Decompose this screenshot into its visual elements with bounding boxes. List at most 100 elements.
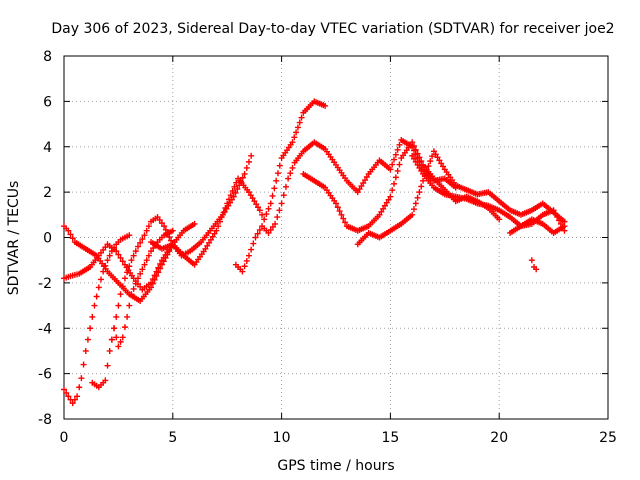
data-point: [126, 232, 133, 239]
axis-ticks: 0 5 10 15 20 25 -8 -6 -4 -2 0 2 4 6 8: [38, 49, 617, 446]
data-point-interp: [156, 217, 163, 224]
data-point-interp: [291, 134, 298, 141]
data-point-interp: [416, 164, 423, 171]
data-point-interp: [392, 151, 399, 158]
data-point-interp: [392, 174, 399, 181]
series-track-g: [232, 136, 459, 275]
data-point: [100, 268, 107, 275]
data-point: [248, 152, 255, 159]
data-point-interp: [358, 183, 365, 190]
data-point-interp: [151, 272, 158, 279]
data-point-interp: [414, 161, 421, 168]
data-point-interp: [287, 170, 294, 177]
data-point: [550, 207, 557, 214]
data-point: [102, 377, 109, 384]
y-tick-label: -4: [38, 321, 52, 337]
data-point-interp: [243, 257, 250, 264]
data-point-interp: [380, 205, 387, 212]
data-point-interp: [206, 239, 213, 246]
data-point-interp: [241, 263, 248, 270]
y-tick-label: 4: [43, 140, 52, 156]
y-axis-label: SDTVAR / TECUs: [6, 181, 22, 296]
data-point-interp: [145, 252, 152, 259]
data-point: [74, 393, 81, 400]
data-point-interp: [360, 180, 367, 187]
data-point-interp: [137, 270, 144, 277]
data-point-interp: [119, 283, 126, 290]
data-point-interp: [239, 174, 246, 181]
data-point: [108, 248, 115, 255]
data-point-interp: [67, 231, 74, 238]
data-point: [65, 393, 72, 400]
data-point-interp: [267, 226, 274, 233]
data-point: [148, 248, 155, 255]
y-tick-label: -2: [38, 276, 52, 292]
series-track-h: [300, 139, 503, 234]
data-point-interp: [149, 276, 156, 283]
data-point-interp: [274, 214, 281, 221]
data-point-interp: [63, 389, 70, 396]
data-point: [354, 189, 361, 196]
x-axis-label: GPS time / hours: [277, 458, 394, 474]
y-tick-label: -6: [38, 367, 52, 383]
data-point: [224, 200, 231, 207]
data-point-interp: [412, 146, 419, 153]
data-point: [161, 223, 168, 230]
data-point: [267, 200, 274, 207]
data-point: [322, 102, 329, 109]
data-point-interp: [89, 313, 96, 320]
data-point-interp: [132, 248, 139, 255]
data-point-interp: [425, 163, 432, 170]
data-point-interp: [436, 157, 443, 164]
data-point-interp: [124, 269, 131, 276]
data-point-interp: [243, 164, 250, 171]
grid-lines: [64, 56, 608, 419]
data-point-interp: [416, 154, 423, 161]
data-point-interp: [76, 384, 83, 391]
data-point-interp: [269, 192, 276, 199]
data-point: [128, 257, 135, 264]
data-point-interp: [113, 334, 120, 341]
data-point-interp: [334, 204, 341, 211]
data-point-interp: [247, 192, 254, 199]
series-track-k: [507, 216, 568, 236]
data-point-interp: [294, 124, 301, 131]
data-point-interp: [130, 285, 137, 292]
data-point-interp: [412, 158, 419, 165]
data-point: [202, 245, 209, 252]
data-point-interp: [227, 199, 234, 206]
data-point: [289, 139, 296, 146]
data-point-interp: [223, 205, 230, 212]
data-point: [115, 343, 122, 350]
data-point-interp: [143, 257, 150, 264]
data-point-interp: [155, 264, 162, 271]
data-point: [61, 386, 67, 393]
data-point-interp: [255, 204, 262, 211]
data-point-interp: [269, 223, 276, 230]
data-point-interp: [233, 179, 240, 186]
data-point: [239, 268, 246, 275]
data-point-interp: [394, 146, 401, 153]
series-track-c: [61, 232, 133, 407]
chart-title: Day 306 of 2023, Sidereal Day-to-day VTE…: [51, 21, 614, 37]
data-point-interp: [362, 177, 369, 184]
data-point: [376, 211, 383, 218]
data-point-interp: [254, 230, 261, 237]
data-point-interp: [439, 163, 446, 170]
data-point-interp: [276, 162, 283, 169]
data-point-interp: [97, 276, 104, 283]
data-point-interp: [256, 226, 263, 233]
data-point-interp: [296, 119, 303, 126]
x-tick-label: 20: [490, 430, 508, 446]
data-point-interp: [121, 324, 128, 331]
data-point-interp: [222, 205, 229, 212]
data-point: [213, 227, 220, 234]
data-point: [104, 257, 111, 264]
data-point-interp: [119, 258, 126, 265]
y-tick-label: 8: [43, 49, 52, 65]
data-point-interp: [552, 210, 559, 217]
data-point-interp: [429, 153, 436, 160]
x-tick-label: 5: [168, 430, 177, 446]
data-point: [387, 166, 394, 173]
